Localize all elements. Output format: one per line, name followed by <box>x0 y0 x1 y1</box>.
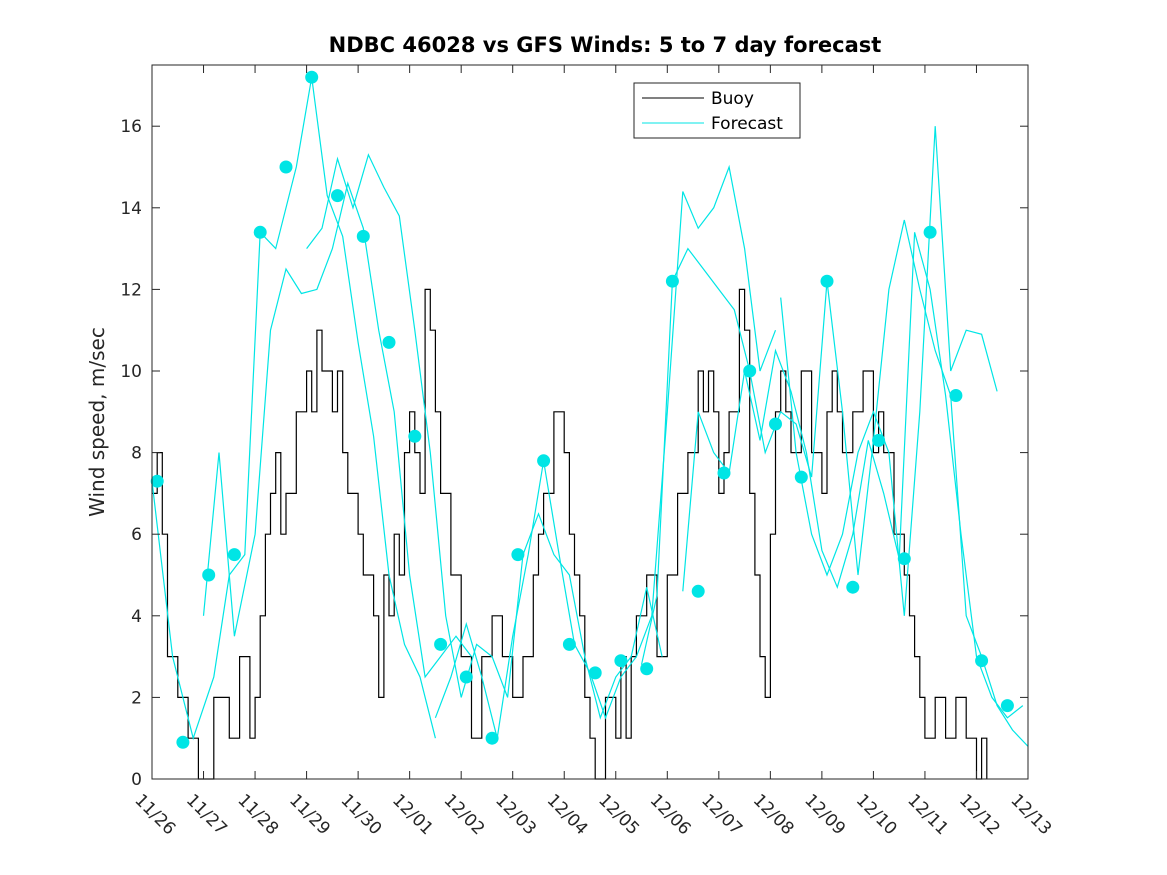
chart-title: NDBC 46028 vs GFS Winds: 5 to 7 day fore… <box>329 33 882 57</box>
forecast-marker <box>691 584 705 598</box>
forecast-marker <box>588 666 602 680</box>
y-tick-label: 2 <box>131 688 142 708</box>
forecast-marker <box>459 670 473 684</box>
forecast-marker <box>408 429 422 443</box>
y-tick-label: 16 <box>120 117 142 137</box>
forecast-marker <box>485 731 499 745</box>
forecast-series-line-6 <box>682 232 1024 719</box>
legend-buoy-label: Buoy <box>711 89 754 109</box>
forecast-marker <box>769 417 782 431</box>
forecast-series-line-1 <box>151 77 436 741</box>
forecast-marker <box>537 454 551 468</box>
forecast-marker <box>227 548 241 562</box>
buoy-series-line <box>152 288 988 780</box>
forecast-marker <box>1000 699 1014 713</box>
forecast-marker <box>434 637 448 651</box>
y-tick-label: 10 <box>120 362 142 382</box>
forecast-marker <box>253 225 267 239</box>
forecast-series-line-4 <box>434 164 777 739</box>
y-tick-label: 14 <box>120 199 142 219</box>
forecast-marker <box>640 662 654 676</box>
y-tick-label: 4 <box>131 607 142 627</box>
forecast-marker <box>279 160 293 174</box>
y-tick-label: 6 <box>131 525 142 545</box>
forecast-marker <box>614 654 628 668</box>
forecast-marker <box>150 474 164 488</box>
forecast-marker <box>305 70 319 84</box>
forecast-marker <box>562 637 576 651</box>
y-tick-label: 0 <box>131 770 142 790</box>
legend: Buoy Forecast <box>633 82 801 139</box>
forecast-marker <box>717 466 731 480</box>
forecast-series-line-5 <box>640 219 1029 747</box>
forecast-marker <box>949 389 963 402</box>
forecast-marker <box>975 654 989 668</box>
plot-area-frame <box>151 64 1029 780</box>
forecast-marker <box>897 552 911 566</box>
y-tick-label: 12 <box>120 280 142 300</box>
forecast-marker <box>820 274 834 288</box>
legend-forecast-label: Forecast <box>711 114 783 134</box>
forecast-marker <box>382 335 396 349</box>
y-axis-label: Wind speed, m/sec <box>85 327 109 517</box>
forecast-marker <box>923 225 937 239</box>
forecast-marker <box>176 735 190 749</box>
forecast-marker <box>665 274 679 288</box>
forecast-marker <box>511 548 525 562</box>
forecast-series-line-7 <box>780 126 998 616</box>
forecast-marker <box>356 229 370 243</box>
forecast-series-line-2 <box>202 181 472 679</box>
y-axis: 0 2 4 6 8 10 12 14 16 <box>120 117 1028 790</box>
forecast-marker <box>202 568 216 582</box>
y-tick-label: 8 <box>131 444 142 464</box>
forecast-marker <box>846 580 860 594</box>
forecast-marker <box>794 470 808 484</box>
forecast-marker <box>743 364 757 378</box>
forecast-marker <box>331 189 344 203</box>
forecast-marker <box>872 433 886 447</box>
legend-box <box>633 82 801 139</box>
series-layer <box>150 70 1029 780</box>
